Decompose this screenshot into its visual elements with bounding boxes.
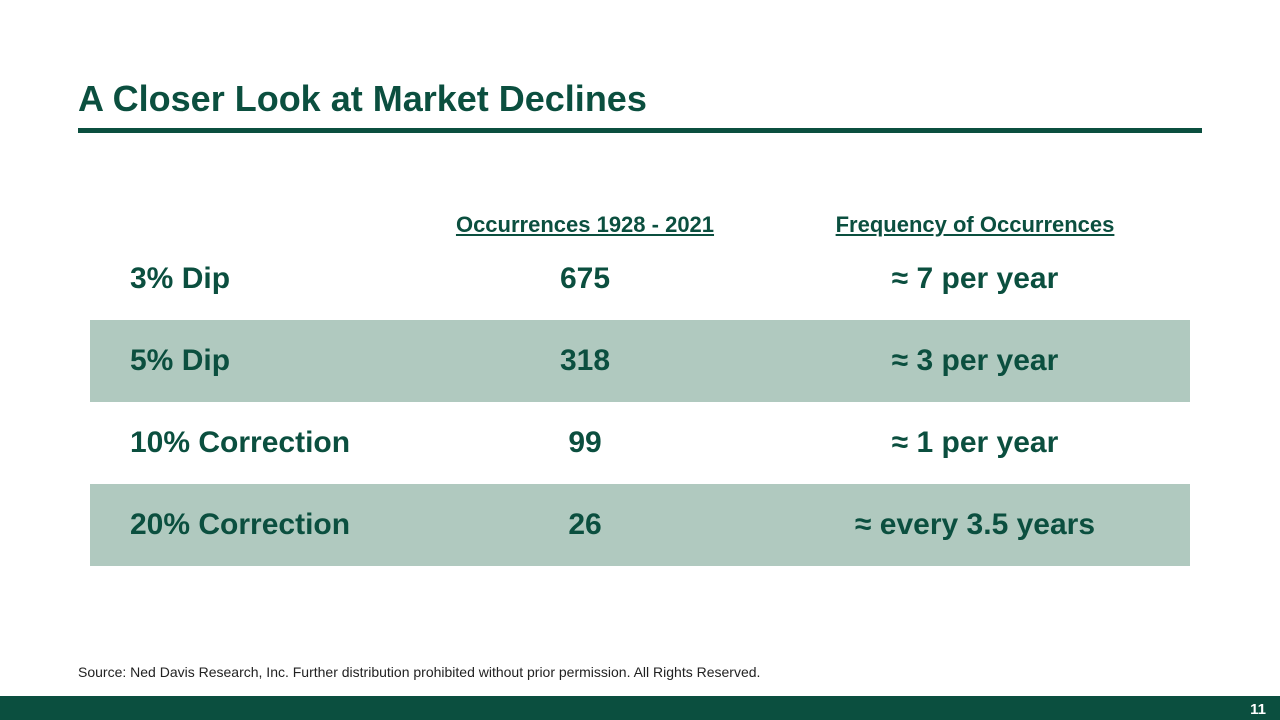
slide-title: A Closer Look at Market Declines: [78, 78, 647, 120]
source-text: Source: Ned Davis Research, Inc. Further…: [78, 664, 760, 680]
table-header-row: Occurrences 1928 - 2021 Frequency of Occ…: [90, 190, 1190, 238]
table-row: 3% Dip 675 ≈ 7 per year: [90, 238, 1190, 320]
row-label: 5% Dip: [90, 344, 410, 378]
row-label: 3% Dip: [90, 262, 410, 296]
row-frequency: ≈ 3 per year: [760, 344, 1190, 378]
row-label: 10% Correction: [90, 426, 410, 460]
page-number: 11: [1250, 701, 1266, 718]
table-row: 20% Correction 26 ≈ every 3.5 years: [90, 484, 1190, 566]
row-occurrences: 26: [410, 508, 760, 542]
row-frequency: ≈ 7 per year: [760, 262, 1190, 296]
row-frequency: ≈ 1 per year: [760, 426, 1190, 460]
table-header-frequency: Frequency of Occurrences: [760, 212, 1190, 238]
row-occurrences: 99: [410, 426, 760, 460]
footer-bar: 11: [0, 696, 1280, 720]
table-row: 10% Correction 99 ≈ 1 per year: [90, 402, 1190, 484]
title-rule: [78, 128, 1202, 133]
slide: A Closer Look at Market Declines Occurre…: [0, 0, 1280, 720]
row-occurrences: 318: [410, 344, 760, 378]
row-frequency: ≈ every 3.5 years: [760, 508, 1190, 542]
table-header-occurrences: Occurrences 1928 - 2021: [410, 212, 760, 238]
row-label: 20% Correction: [90, 508, 410, 542]
row-occurrences: 675: [410, 262, 760, 296]
declines-table: Occurrences 1928 - 2021 Frequency of Occ…: [90, 190, 1190, 566]
table-row: 5% Dip 318 ≈ 3 per year: [90, 320, 1190, 402]
